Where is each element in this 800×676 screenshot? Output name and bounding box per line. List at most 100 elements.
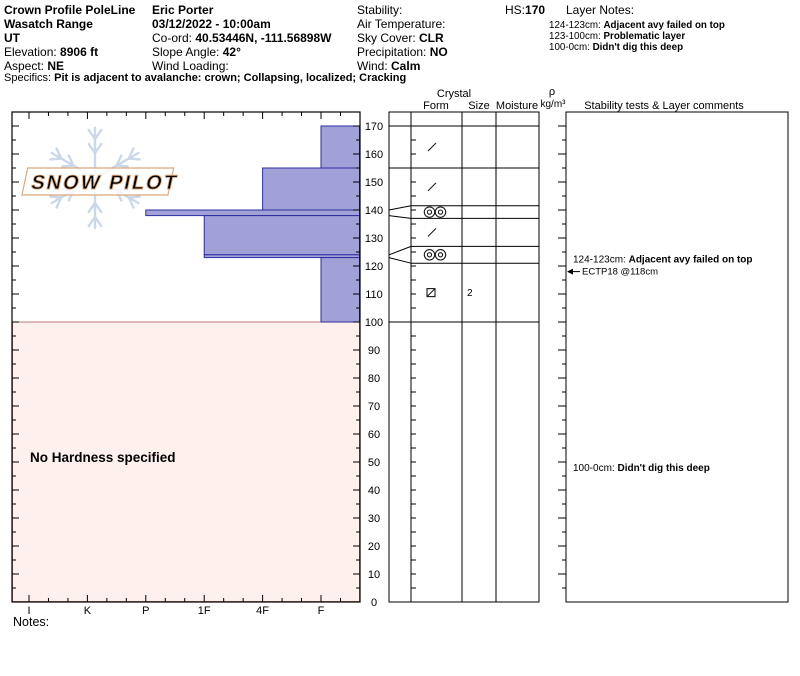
snowpilot-logo: SNOW PILOT <box>21 126 181 230</box>
stability-column-header: Stability tests & Layer comments <box>584 100 744 112</box>
elevation-value: 8906 ft <box>60 45 99 59</box>
crystal-panel: 2 <box>388 111 540 603</box>
depth-axis-label: 60 <box>368 429 380 441</box>
notes-label: Notes: <box>13 615 50 629</box>
layer-note-range: 124-123cm: <box>549 20 604 31</box>
crystal-form-symbol-double-circles <box>423 249 447 261</box>
depth-axis-label: 40 <box>368 485 380 497</box>
depth-axis-label: 10 <box>368 569 380 581</box>
no-hardness-label: No Hardness specified <box>30 450 176 465</box>
pit-datetime: 03/12/2022 - 10:00am <box>152 17 271 31</box>
hardness-axis-label: K <box>84 605 92 617</box>
thin-layer-fan-line <box>388 245 412 256</box>
layer-note-range: 100-0cm: <box>549 42 593 53</box>
crystal-size-value: 2 <box>467 288 473 299</box>
mountain-range: Wasatch Range <box>4 17 93 31</box>
observer-name: Eric Porter <box>152 3 214 17</box>
hardness-bar-140-138 <box>145 209 360 217</box>
aspect-value: NE <box>47 59 65 73</box>
slope-angle-label: Slope Angle: <box>152 45 223 59</box>
stability-panel: 124-123cm: Adjacent avy failed on topECT… <box>558 111 789 603</box>
density-header: ρ <box>549 86 555 98</box>
layer-note-text: Adjacent avy failed on top <box>603 20 725 31</box>
size-column-header: Size <box>468 100 489 112</box>
crystal-form-symbol-double-circles <box>423 206 447 218</box>
specifics-label: Specifics: <box>4 72 55 84</box>
depth-axis-label: 140 <box>365 205 383 217</box>
hardness-axis-label: F <box>318 605 325 617</box>
crystal-form-symbol-slash <box>427 228 437 237</box>
no-hardness-region <box>12 321 360 602</box>
specifics-value: Pit is adjacent to avalanche: crown; Col… <box>54 72 407 84</box>
layer-comment: 100-0cm: Didn't dig this deep <box>573 463 710 474</box>
hardness-axis-label: 4F <box>256 605 269 617</box>
layer-note: 123-100cm: Problematic layer <box>549 31 685 42</box>
crystal-form-symbol-square-slash <box>426 288 436 298</box>
stability-line: Stability: <box>357 3 403 17</box>
sky-cover-line: Sky Cover: CLR <box>357 31 444 45</box>
form-column-header: Form <box>423 100 449 112</box>
depth-axis-label: 120 <box>365 261 383 273</box>
layer-comment: 124-123cm: Adjacent avy failed on top <box>573 255 753 266</box>
sky-cover-value: CLR <box>419 31 444 45</box>
wind-value: Calm <box>391 59 421 73</box>
coord-line: Co-ord: 40.53446N, -111.56898W <box>152 31 331 45</box>
wind-loading-line: Wind Loading: <box>152 59 229 73</box>
sky-cover-label: Sky Cover: <box>357 31 420 45</box>
depth-axis-label: 130 <box>365 233 383 245</box>
elevation-label: Elevation: <box>4 45 61 59</box>
stability-test-result: ECTP18 @118cm <box>582 267 658 278</box>
hardness-chart: SNOW PILOT No Hardness specified <box>11 111 361 603</box>
thin-layer-fan-line <box>388 215 412 219</box>
state: UT <box>4 31 20 45</box>
depth-axis-label: 90 <box>368 345 380 357</box>
hardness-axis-label: I <box>27 605 30 617</box>
crystal-header: Crystal <box>437 88 471 100</box>
layer-note: 100-0cm: Didn't dig this deep <box>549 42 683 53</box>
hardness-bar-123-100 <box>320 257 360 323</box>
depth-axis-label: 170 <box>365 121 383 133</box>
layer-note: 124-123cm: Adjacent avy failed on top <box>549 20 725 31</box>
crystal-form-symbol-slash <box>427 182 437 192</box>
hardness-axis-label: 1F <box>198 605 211 617</box>
density-units-header: kg/m³ <box>541 99 567 110</box>
thin-layer-fan-line <box>388 257 412 264</box>
logo-text-band: SNOW PILOT <box>21 167 181 196</box>
aspect-label: Aspect: <box>4 59 48 73</box>
layer-note-range: 123-100cm: <box>549 31 604 42</box>
hs-value: 170 <box>525 3 546 17</box>
depth-axis-label: 80 <box>368 373 380 385</box>
slope-angle-line: Slope Angle: 42° <box>152 45 241 59</box>
depth-axis-label: 160 <box>365 149 383 161</box>
hardness-bar-155-140 <box>262 167 361 211</box>
depth-axis-label: 110 <box>365 289 383 301</box>
depth-axis-label: 150 <box>365 177 383 189</box>
elevation-line: Elevation: 8906 ft <box>4 45 98 59</box>
depth-axis-label: 50 <box>368 457 380 469</box>
layer-note-text: Problematic layer <box>603 31 686 42</box>
precip-label: Precipitation: <box>357 45 430 59</box>
coord-value: 40.53446N, -111.56898W <box>195 31 332 45</box>
depth-axis-label: 100 <box>365 317 383 329</box>
wind-loading-label: Wind Loading: <box>152 59 229 73</box>
hardness-axis-label: P <box>142 605 149 617</box>
layer-notes-title: Layer Notes: <box>566 3 635 17</box>
wind-line: Wind: Calm <box>357 59 420 73</box>
slope-angle-value: 42° <box>222 45 241 59</box>
hardness-bar-138-124 <box>203 215 360 256</box>
precip-line: Precipitation: NO <box>357 45 448 59</box>
logo-text: SNOW PILOT <box>29 172 180 194</box>
moisture-column-header: Moisture <box>496 100 538 112</box>
crystal-form-symbol-slash <box>427 142 437 152</box>
depth-axis-label: 0 <box>371 597 377 609</box>
depth-axis-label: 30 <box>368 513 380 525</box>
thin-layer-fan-line <box>388 205 412 211</box>
precip-value: NO <box>429 45 448 59</box>
test-arrow-head <box>567 268 573 275</box>
coord-label: Co-ord: <box>152 31 196 45</box>
profile-title: Crown Profile PoleLine <box>4 3 136 17</box>
aspect-line: Aspect: NE <box>4 59 64 73</box>
depth-axis-label: 20 <box>368 541 380 553</box>
